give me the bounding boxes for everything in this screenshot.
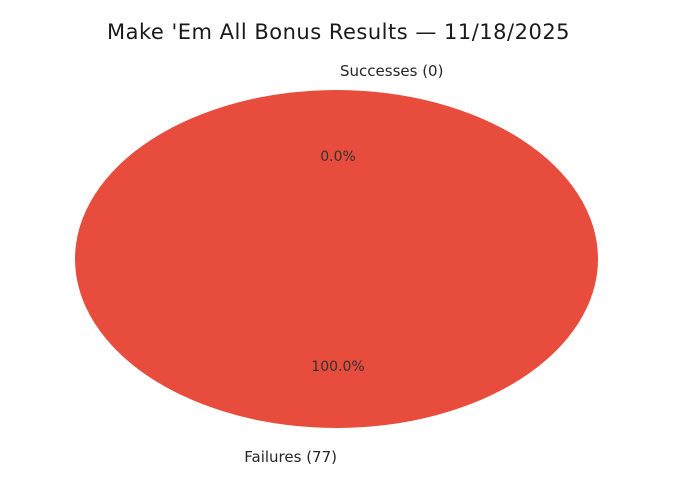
pie-wedge-failures bbox=[75, 90, 598, 428]
chart-title: Make 'Em All Bonus Results — 11/18/2025 bbox=[106, 20, 571, 44]
percent-label-successes: 0.0% bbox=[320, 149, 356, 165]
slice-label-successes: Successes (0) bbox=[340, 62, 444, 80]
slice-label-failures: Failures (77) bbox=[244, 448, 337, 466]
percent-label-failures: 100.0% bbox=[311, 359, 365, 375]
